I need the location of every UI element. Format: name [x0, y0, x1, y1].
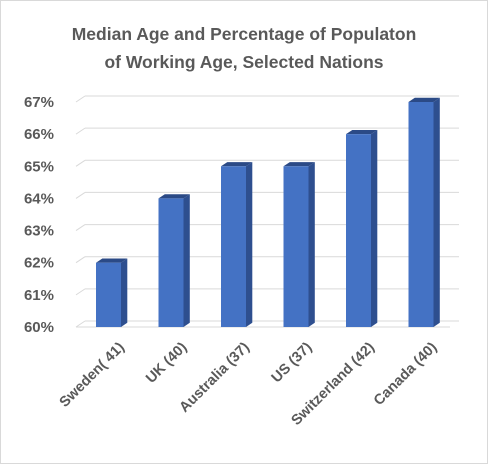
y-tick-label: 63%	[24, 223, 54, 240]
x-tick-label: Canada (40)	[371, 339, 441, 409]
chart-title: Median Age and Percentage of Populaton o…	[0, 20, 488, 76]
bar	[96, 258, 128, 327]
y-tick-label: 60%	[24, 319, 54, 336]
y-tick-label: 65%	[24, 158, 54, 175]
bar-top	[283, 162, 315, 167]
y-tick-label: 64%	[24, 190, 54, 207]
gridlines	[75, 95, 459, 328]
y-tick-label: 62%	[24, 255, 54, 272]
bar	[221, 162, 253, 327]
bar	[408, 97, 440, 327]
x-axis-labels: Sweden( 41) UK (40)Australia (37) US (37)S…	[57, 339, 441, 428]
y-tick-label: 67%	[24, 94, 54, 111]
gridline-diagonal	[75, 256, 86, 264]
bar	[346, 129, 378, 327]
bar-side	[246, 162, 253, 327]
bar-front	[346, 134, 371, 327]
x-tick-label: Sweden( 41)	[57, 339, 128, 410]
bar-front	[283, 166, 309, 327]
gridline-diagonal	[75, 159, 86, 167]
chart-title-line-2: of Working Age, Selected Nations	[104, 52, 384, 72]
x-tick-label: UK (40)	[143, 339, 190, 386]
gridline-diagonal	[75, 127, 86, 135]
gridline-diagonal	[75, 95, 86, 103]
chart-title-line-1: Median Age and Percentage of Populaton	[71, 24, 417, 44]
bar-side	[371, 129, 378, 327]
y-tick-label: 66%	[24, 126, 54, 143]
bar-top	[96, 258, 128, 263]
y-tick-label: 61%	[24, 287, 54, 304]
bar-top	[408, 97, 440, 102]
bar-side	[121, 258, 128, 327]
gridline-diagonal	[75, 288, 86, 296]
bar-top	[346, 129, 378, 135]
gridline-diagonal	[75, 192, 86, 199]
bar-front	[158, 198, 184, 327]
bar-side	[308, 162, 315, 327]
bar-top	[158, 194, 190, 199]
bar-side	[433, 97, 440, 327]
bar	[283, 162, 315, 327]
bar-top	[221, 162, 253, 167]
bar-front	[408, 102, 434, 327]
gridline-diagonal	[75, 224, 86, 231]
x-tick-label: US (37)	[269, 339, 316, 386]
bar-front	[96, 262, 121, 327]
bar	[158, 194, 190, 327]
bars	[96, 97, 440, 327]
gridline-diagonal	[75, 320, 86, 328]
y-axis-ticks: 60% 61% 62% 63% 64% 65% 66% 67%	[24, 94, 54, 336]
bar-side	[183, 194, 190, 327]
bar-front	[221, 166, 246, 327]
